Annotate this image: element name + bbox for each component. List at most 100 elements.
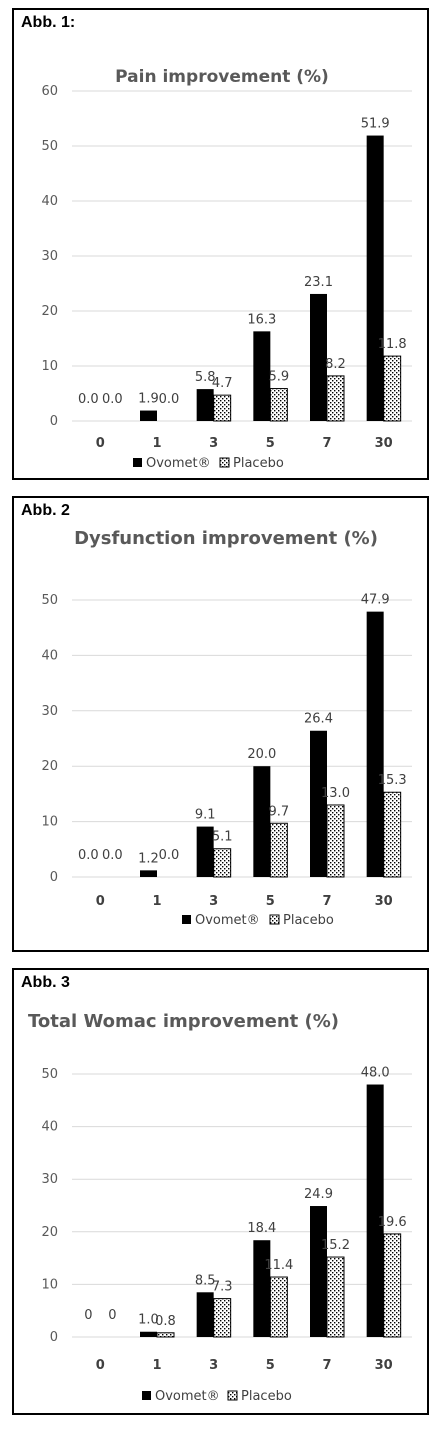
- legend-label-placebo: Placebo: [283, 913, 334, 928]
- y-tick-label: 60: [41, 84, 58, 99]
- bar-ovomet: [253, 1240, 271, 1337]
- bar-placebo: [213, 1298, 232, 1338]
- chart-title: Total Womac improvement (%): [28, 1011, 339, 1032]
- bar-ovomet: [310, 730, 327, 877]
- data-label: 7.3: [212, 1280, 233, 1295]
- x-tick-label: 5: [266, 1358, 275, 1373]
- data-label: 0.0: [78, 392, 99, 407]
- data-label: 0.0: [159, 848, 180, 863]
- data-label: 0: [108, 1308, 116, 1323]
- y-tick-label: 30: [41, 704, 58, 719]
- legend-label-ovomet: Ovomet®: [195, 913, 260, 928]
- legend-swatch-ovomet: [133, 458, 142, 467]
- bar-placebo: [269, 1276, 288, 1338]
- chart-title: Dysfunction improvement (%): [74, 528, 378, 549]
- bar-placebo: [326, 375, 345, 422]
- y-tick-label: 10: [41, 1277, 58, 1292]
- bar-placebo: [326, 804, 345, 878]
- data-label: 0.0: [159, 392, 180, 407]
- bar-ovomet: [366, 135, 384, 422]
- data-label: 11.4: [264, 1258, 293, 1273]
- x-tick-label: 30: [375, 436, 393, 451]
- y-tick-label: 0: [50, 870, 58, 885]
- bar-ovomet: [253, 331, 271, 421]
- bar-ovomet: [196, 826, 214, 877]
- data-label: 0.8: [155, 1314, 176, 1329]
- data-label: 16.3: [247, 312, 276, 327]
- data-label: 5.9: [268, 370, 289, 385]
- x-tick-label: 30: [375, 1358, 393, 1373]
- bar-placebo: [213, 394, 232, 422]
- legend-label-placebo: Placebo: [233, 456, 284, 471]
- x-tick-label: 5: [266, 894, 275, 909]
- legend-swatch-ovomet: [142, 1391, 151, 1400]
- x-tick-label: 30: [375, 894, 393, 909]
- bar-ovomet: [366, 1084, 384, 1337]
- data-label: 8.5: [195, 1273, 216, 1288]
- legend-label-ovomet: Ovomet®: [146, 456, 211, 471]
- x-tick-label: 0: [96, 436, 105, 451]
- legend-swatch-placebo: [269, 914, 280, 925]
- legend-label-ovomet: Ovomet®: [155, 1389, 220, 1404]
- data-label: 24.9: [304, 1187, 333, 1202]
- data-label: 0.0: [102, 848, 123, 863]
- y-tick-label: 40: [41, 648, 58, 663]
- y-tick-label: 20: [41, 304, 58, 319]
- bar-ovomet: [366, 611, 384, 877]
- data-label: 0.0: [78, 848, 99, 863]
- bar-ovomet: [253, 766, 271, 877]
- x-tick-label: 3: [209, 894, 218, 909]
- data-label: 48.0: [361, 1066, 390, 1081]
- x-tick-label: 3: [209, 1358, 218, 1373]
- x-tick-label: 7: [322, 894, 331, 909]
- y-tick-label: 30: [41, 249, 58, 264]
- figure-label: Abb. 3: [21, 974, 70, 991]
- figure-panel-1: Abb. 1: Pain improvement (%) 0 10 20 30 40 50 6…: [12, 8, 429, 480]
- bar-ovomet: [310, 293, 327, 421]
- bar-chart-dysfunction: Dysfunction improvement (%)010203040500.…: [41, 528, 412, 928]
- data-label: 20.0: [247, 747, 276, 762]
- bar-ovomet: [140, 870, 157, 877]
- y-tick-label: 10: [41, 815, 58, 830]
- data-label: 11.8: [378, 337, 407, 352]
- figure-panel-2: Abb. 2 Dysfunction improvement (%) 0 10 20 3…: [12, 496, 429, 952]
- data-label: 9.7: [268, 804, 289, 819]
- y-tick-label: 40: [41, 1120, 58, 1135]
- x-tick-label: 1: [152, 1358, 161, 1373]
- data-label: 15.2: [321, 1238, 350, 1253]
- data-label: 23.1: [304, 275, 333, 290]
- bar-placebo: [269, 388, 288, 422]
- y-tick-label: 10: [41, 359, 58, 374]
- legend-swatch-placebo: [227, 1390, 238, 1401]
- bar-ovomet: [196, 1292, 214, 1337]
- x-tick-label: 1: [152, 894, 161, 909]
- data-label: 26.4: [304, 712, 333, 727]
- bar-ovomet: [196, 389, 214, 421]
- y-tick-label: 0: [50, 1330, 58, 1345]
- legend-swatch-ovomet: [182, 915, 191, 924]
- y-tick-label: 20: [41, 1225, 58, 1240]
- data-label: 18.4: [247, 1221, 276, 1236]
- legend-swatch-placebo: [219, 457, 230, 468]
- y-tick-label: 50: [41, 139, 58, 154]
- x-tick-label: 1: [152, 436, 161, 451]
- data-label: 47.9: [361, 593, 390, 608]
- data-label: 15.3: [378, 773, 407, 788]
- data-label: 8.2: [325, 357, 346, 372]
- figure-label: Abb. 1:: [21, 14, 76, 31]
- bar-ovomet: [140, 1331, 157, 1337]
- data-label: 0.0: [102, 392, 123, 407]
- y-tick-label: 50: [41, 1067, 58, 1082]
- bar-placebo: [326, 1256, 345, 1338]
- x-tick-label: 5: [266, 436, 275, 451]
- bar-placebo: [156, 1332, 175, 1338]
- data-label: 1.2: [138, 851, 159, 866]
- bar-placebo: [269, 822, 288, 878]
- bar-placebo: [383, 355, 402, 422]
- bar-placebo: [383, 791, 402, 878]
- bar-ovomet: [310, 1206, 327, 1337]
- x-tick-label: 0: [96, 1358, 105, 1373]
- y-tick-label: 30: [41, 1172, 58, 1187]
